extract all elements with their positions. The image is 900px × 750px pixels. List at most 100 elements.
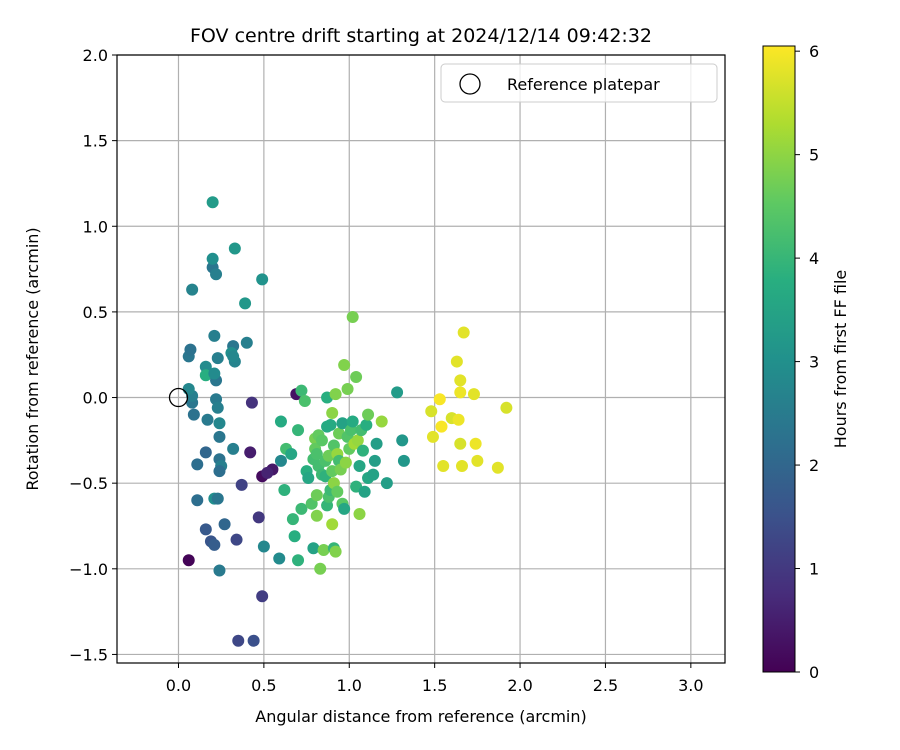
scatter-point	[336, 417, 349, 430]
colorbar-gradient	[763, 46, 795, 672]
reference-platepar-marker	[168, 387, 189, 408]
scatter-point	[227, 442, 240, 455]
scatter-point	[218, 518, 231, 531]
scatter-point	[211, 401, 224, 414]
scatter-point	[274, 454, 287, 467]
scatter-point	[450, 355, 463, 368]
y-axis-label: Rotation from reference (arcmin)	[23, 227, 42, 490]
scatter-point	[201, 413, 214, 426]
scatter-point	[206, 252, 219, 265]
scatter-point	[353, 460, 366, 473]
scatter-point	[454, 437, 467, 450]
scatter-point	[454, 386, 467, 399]
scatter-point	[326, 518, 339, 531]
scatter-point	[211, 352, 224, 365]
scatter-point	[346, 311, 359, 324]
scatter-point	[397, 454, 410, 467]
scatter-point	[491, 461, 504, 474]
colorbar-tick-label: 5	[809, 146, 819, 165]
scatter-point	[247, 634, 260, 647]
scatter-point	[457, 326, 470, 339]
scatter-point	[256, 590, 269, 603]
colorbar: 0 1 2 3 4 5 6 Hours from first FF file	[762, 42, 850, 682]
scatter-point	[310, 448, 323, 461]
legend-label: Reference platepar	[507, 75, 660, 94]
scatter-point	[314, 562, 327, 575]
scatter-point	[310, 509, 323, 522]
colorbar-label: Hours from first FF file	[831, 270, 850, 449]
x-tick-label: 2.5	[593, 676, 618, 695]
y-tick-label: 1.0	[83, 217, 108, 236]
scatter-point	[285, 448, 298, 461]
data-points	[182, 196, 513, 647]
scatter-point	[184, 343, 197, 356]
legend-box	[440, 63, 718, 103]
scatter-point	[273, 552, 286, 565]
scatter-point	[227, 350, 240, 363]
scatter-point	[261, 466, 274, 479]
scatter-point	[187, 408, 200, 421]
scatter-point	[211, 492, 224, 505]
scatter-point	[329, 545, 342, 558]
scatter-point	[230, 533, 243, 546]
y-tick-label: 1.5	[83, 132, 108, 151]
scatter-point	[467, 388, 480, 401]
scatter-point	[469, 437, 482, 450]
scatter-point	[191, 458, 204, 471]
y-tick-label: 2.0	[83, 46, 108, 65]
scatter-point	[213, 417, 226, 430]
scatter-point	[240, 336, 253, 349]
scatter-point	[182, 554, 195, 567]
scatter-point	[433, 393, 446, 406]
scatter-point	[454, 374, 467, 387]
y-tick-label: −1.0	[69, 560, 108, 579]
scatter-point	[351, 434, 364, 447]
scatter-point	[295, 502, 308, 515]
colorbar-tick-label: 2	[809, 456, 819, 475]
scatter-point	[426, 430, 439, 443]
legend-open-circle-icon	[459, 73, 481, 95]
y-tick-label: 0.5	[83, 303, 108, 322]
scatter-point	[315, 434, 328, 447]
scatter-point	[292, 424, 305, 437]
scatter-point	[286, 513, 299, 526]
scatter-point	[256, 273, 269, 286]
scatter-point	[252, 511, 265, 524]
scatter-point	[302, 472, 315, 485]
x-tick-label: 3.0	[678, 676, 703, 695]
scatter-point	[341, 382, 354, 395]
x-axis-ticks: 0.0 0.5 1.0 1.5 2.0 2.5 3.0	[166, 663, 704, 695]
y-axis-ticks: −1.5 −1.0 −0.5 0.0 0.5 1.0 1.5 2.0	[69, 46, 117, 664]
scatter-point	[186, 283, 199, 296]
scatter-point	[199, 446, 212, 459]
y-tick-label: 0.0	[83, 389, 108, 408]
scatter-point	[310, 489, 323, 502]
colorbar-tick-label: 3	[809, 353, 819, 372]
scatter-point	[362, 408, 375, 421]
scatter-point	[228, 242, 241, 255]
scatter-point	[435, 420, 448, 433]
scatter-point	[206, 196, 219, 209]
scatter-point	[257, 540, 270, 553]
scatter-point	[367, 468, 380, 481]
scatter-point	[350, 370, 363, 383]
colorbar-ticks: 0 1 2 3 4 5 6	[795, 42, 819, 682]
scatter-point	[298, 394, 311, 407]
scatter-point	[235, 478, 248, 491]
plot-frame	[116, 54, 726, 664]
colorbar-tick-label: 1	[809, 560, 819, 579]
colorbar-tick-label: 4	[809, 249, 819, 268]
scatter-point	[380, 477, 393, 490]
scatter-point	[396, 434, 409, 447]
x-tick-label: 2.0	[507, 676, 532, 695]
scatter-point	[368, 454, 381, 467]
scatter-point	[292, 554, 305, 567]
x-tick-label: 1.5	[422, 676, 447, 695]
scatter-point	[437, 460, 450, 473]
scatter-point	[452, 413, 465, 426]
colorbar-frame	[762, 45, 796, 673]
scatter-point	[375, 415, 388, 428]
y-tick-label: −1.5	[69, 645, 108, 664]
